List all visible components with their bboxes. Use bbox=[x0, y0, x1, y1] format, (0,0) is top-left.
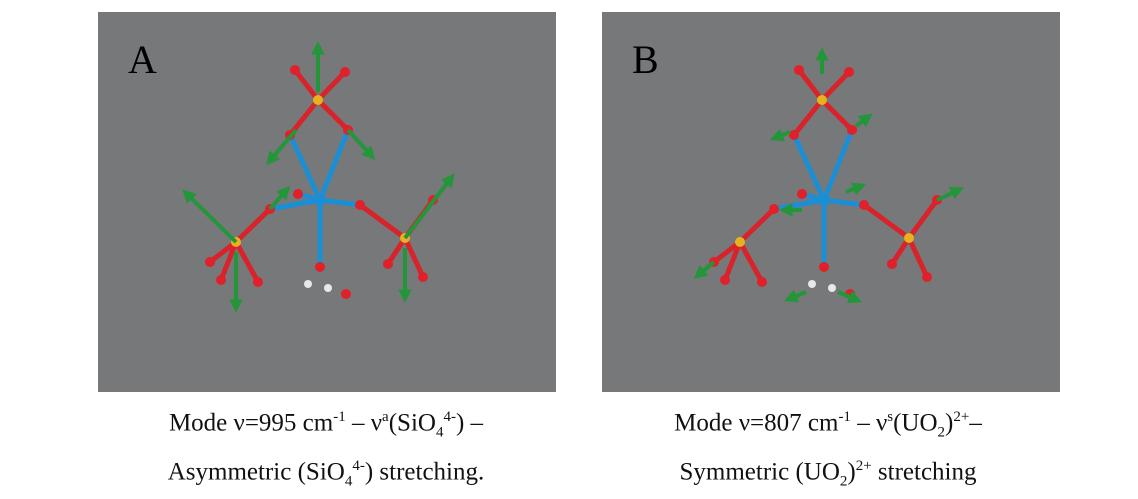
caption-text: – ν bbox=[345, 409, 383, 437]
caption-line: Mode ν=995 cm-1 – νa(SiO44-) – bbox=[66, 400, 586, 449]
caption-text: 4 bbox=[435, 424, 444, 441]
caption-text: 2+ bbox=[953, 409, 970, 425]
caption-text: – ν bbox=[850, 409, 888, 437]
caption-text: – bbox=[969, 409, 982, 437]
caption-text: Mode ν=807 cm bbox=[674, 409, 839, 437]
caption-line: Mode ν=807 cm-1 – νs(UO2)2+– bbox=[568, 400, 1088, 449]
caption-text: ) – bbox=[455, 409, 484, 437]
caption-text: s bbox=[887, 409, 894, 425]
caption-text: 4 bbox=[344, 473, 353, 490]
caption-text: Mode ν=995 cm bbox=[168, 409, 334, 437]
panel-label: B bbox=[632, 37, 659, 82]
caption-text: ) bbox=[847, 458, 856, 486]
caption-text: Symmetric (UO bbox=[679, 458, 840, 486]
caption-text: (SiO bbox=[388, 409, 436, 437]
molecule bbox=[182, 41, 455, 313]
caption-a: Mode ν=995 cm-1 – νa(SiO44-) – Asymmetric… bbox=[66, 400, 586, 499]
caption-text: -1 bbox=[838, 409, 851, 425]
caption-text: 4- bbox=[352, 458, 365, 475]
caption-text: 2 bbox=[937, 424, 946, 441]
caption-text: a bbox=[382, 409, 389, 425]
molecule bbox=[693, 47, 964, 304]
caption-text: -1 bbox=[333, 409, 346, 425]
caption-text: ) bbox=[945, 409, 954, 437]
caption-text: 2+ bbox=[855, 458, 872, 475]
page: A B Mode ν=995 cm-1 – νa(SiO44-) – Asymme… bbox=[98, 12, 1060, 490]
panel-a: A bbox=[98, 12, 556, 392]
panel-b: B bbox=[602, 12, 1060, 392]
caption-line: Symmetric (UO2)2+ stretching bbox=[568, 449, 1088, 498]
caption-b: Mode ν=807 cm-1 – νs(UO2)2+– Symmetric (U… bbox=[568, 400, 1088, 499]
caption-line: Asymmetric (SiO44-) stretching. bbox=[66, 449, 586, 498]
caption-text: ) stretching. bbox=[364, 458, 485, 486]
panel-label: A bbox=[128, 37, 157, 82]
caption-text: stretching bbox=[871, 458, 977, 486]
caption-text: Asymmetric (SiO bbox=[167, 458, 345, 486]
caption-text: 4- bbox=[443, 409, 456, 425]
caption-text: (UO bbox=[893, 409, 938, 437]
